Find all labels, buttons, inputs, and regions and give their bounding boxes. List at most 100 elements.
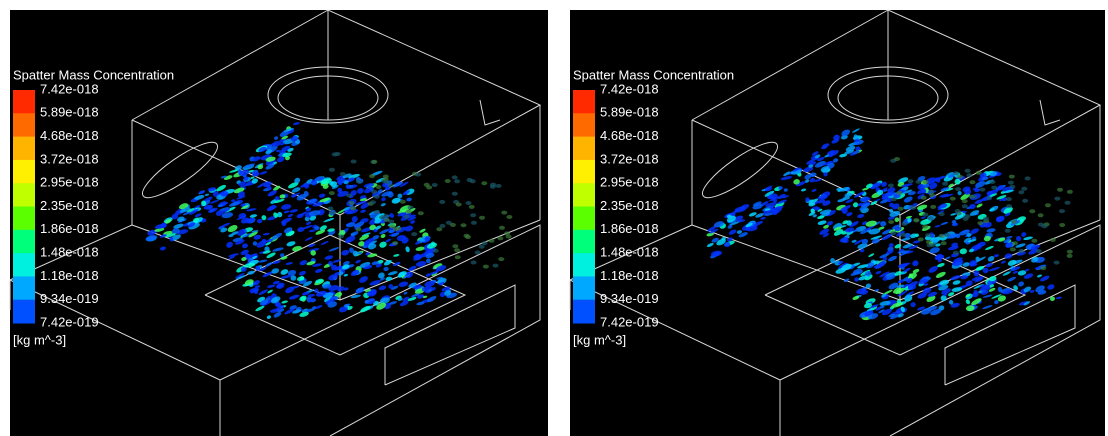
wire-edge [131,224,341,301]
spatter-blob [922,180,929,185]
spatter-blob [1023,286,1032,293]
spatter-blob [835,268,846,274]
spatter-blob [865,220,877,227]
spatter-blob [350,294,361,299]
spatter-blob [953,171,960,176]
spatter-blob [389,224,395,229]
spatter-blob [1037,290,1047,295]
colorbar-label: 3.72e-018 [600,151,659,166]
spatter-blob [439,223,446,228]
spatter-blob [777,194,786,200]
spatter-blob [383,218,390,222]
spatter-blob [273,212,278,218]
spatter-blob [929,193,936,198]
spatter-blob [841,129,851,137]
spatter-blob [975,180,986,188]
spatter-blob [1021,186,1028,191]
spatter-blob [866,307,873,312]
spatter-blob [255,265,261,271]
spatter-blob [879,253,890,259]
spatter-blob [427,296,437,303]
spatter-blob [925,233,932,238]
spatter-blob [755,213,764,218]
spatter-blob [819,228,830,235]
spatter-blob [274,136,279,140]
spatter-blob [280,142,285,146]
spatter-blob [1040,275,1050,282]
spatter-blob [177,216,185,222]
spatter-blob [795,181,806,187]
spatter-blob [709,228,719,234]
spatter-blob [273,312,282,318]
spatter-blob [907,281,918,288]
spatter-blob [380,233,386,239]
colorbar-swatch [13,159,35,184]
spatter-blob [892,203,900,210]
spatter-blob [711,237,719,243]
spatter-blob [387,191,394,198]
spatter-blob [291,187,301,193]
spatter-blob [937,263,945,268]
spatter-blob [768,193,778,200]
spatter-blob [411,293,420,298]
legend-units: [kg m^-3] [13,332,66,347]
spatter-blob [355,227,362,232]
spatter-blob [397,193,403,199]
spatter-blob [1005,241,1013,248]
spatter-blob [154,223,167,229]
spatter-blob [384,187,391,191]
spatter-blob [808,198,819,205]
spatter-blob [980,290,989,295]
spatter-blob [424,236,431,242]
spatter-blob [345,184,350,189]
spatter-blob [154,227,165,232]
spatter-blob [849,221,859,228]
spatter-blob [419,228,426,233]
spatter-blob [338,180,343,186]
spatter-blob [976,203,983,208]
spatter-blob [904,294,912,300]
wireframe [9,9,542,436]
spatter-blob [258,259,268,263]
spatter-blob [495,183,502,188]
spatter-blob [839,236,849,243]
spatter-blob [308,210,321,217]
spatter-blob [350,159,357,164]
spatter-blob [220,222,231,228]
spatter-blob [983,235,991,242]
spatter-blob [912,260,919,267]
spatter-blob [474,250,481,255]
spatter-blob [764,187,772,192]
spatter-blob [780,176,792,181]
spatter-blob [879,271,890,278]
spatter-blob [239,183,250,188]
spatter-blob [334,152,341,156]
spatter-blob [817,220,827,225]
spatter-blob [942,181,949,186]
spatter-blob [370,200,376,205]
spatter-blob [860,197,871,202]
spatter-blob [1007,180,1014,185]
spatter-blob [266,284,276,288]
spatter-blob [913,218,920,223]
spatter-blob [147,229,157,236]
spatter-blob [359,262,371,268]
spatter-blob [379,297,390,304]
spatter-blob [387,183,394,188]
spatter-blob [892,224,901,230]
spatter-blob [953,259,964,267]
spatter-blob [281,221,287,227]
spatter-blob [916,204,928,210]
spatter-blob [228,201,241,207]
spatter-blob [350,206,357,211]
spatter-blob [939,193,949,198]
spatter-blob [436,279,445,284]
spatter-blob [988,193,998,198]
spatter-blob [380,277,385,281]
spatter-blob [302,280,313,287]
colorbar-swatch [13,253,35,277]
wireframe [569,9,1102,436]
spatter-blob [927,291,938,297]
spatter-blob [343,303,351,307]
